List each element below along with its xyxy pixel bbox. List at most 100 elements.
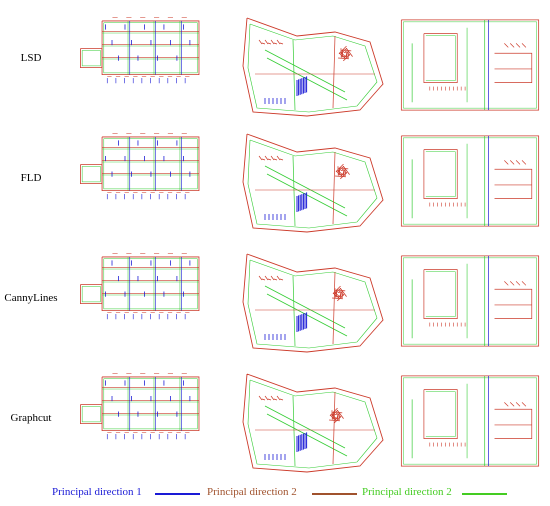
plan-drawing [242, 253, 384, 353]
plan-annex-inner [81, 406, 101, 423]
plan-noise [258, 395, 263, 401]
plan-noise [337, 294, 345, 302]
plan-noise [258, 155, 263, 161]
legend-label-direction-1: Principal direction 1 [52, 486, 142, 498]
plan-wall [292, 39, 296, 111]
row-label-cannylines: CannyLines [4, 292, 58, 304]
plan-noise [334, 295, 342, 298]
plan-noise [336, 289, 346, 292]
plan-room-inner [425, 391, 456, 437]
plan-drawing [80, 17, 200, 84]
plan-noise [338, 57, 349, 60]
plan-noise [329, 419, 340, 422]
plan-outline [242, 17, 384, 117]
plan-noise [344, 50, 351, 56]
plan-noise [279, 42, 284, 45]
plan-noise [258, 275, 263, 281]
plan-noise [264, 155, 269, 161]
plan-outline-inner [247, 23, 378, 113]
plan-outline-inner [103, 378, 198, 430]
plan-panel-floor-2 [66, 250, 216, 340]
plan-panel-floor-1 [66, 130, 216, 220]
plan-outline [400, 19, 540, 111]
plan-annex [80, 48, 103, 69]
plan-drawing [80, 373, 200, 440]
plan-noise [331, 417, 339, 420]
plan-outline [400, 255, 540, 347]
plan-drawing [400, 255, 540, 347]
plan-noise [264, 275, 269, 281]
legend: Principal direction 1 Principal directio… [0, 482, 550, 504]
plan-wall [292, 155, 296, 227]
plan-noise [273, 278, 278, 281]
plan-annex [80, 164, 103, 185]
plan-noise [504, 160, 509, 165]
plan-panel-rooms-0 [395, 14, 545, 116]
plan-drawing [80, 133, 200, 200]
plan-outline [242, 133, 384, 233]
plan-noise [261, 158, 266, 161]
plan-room-inner [425, 151, 456, 197]
plan-noise [258, 39, 263, 45]
plan-noise [336, 409, 344, 419]
plan-noise [509, 160, 515, 165]
plan-noise [338, 290, 345, 296]
plan-noise [509, 281, 515, 286]
plan-noise [521, 281, 527, 286]
plan-noise [337, 165, 345, 172]
plan-noise [521, 43, 527, 48]
plan-panel-perspective-2 [234, 250, 386, 354]
plan-noise [337, 173, 345, 176]
plan-annex [80, 404, 103, 425]
plan-outline-inner [247, 379, 378, 469]
plan-noise [340, 172, 348, 180]
plan-noise [276, 275, 281, 281]
plan-outline [101, 136, 200, 191]
plan-annex [80, 284, 103, 305]
plan-room [423, 149, 458, 199]
plan-room [494, 168, 533, 199]
plan-room [423, 389, 458, 439]
legend-line-direction-3 [462, 493, 507, 495]
plan-noise [515, 43, 521, 48]
plan-noise [270, 155, 275, 161]
plan-noise [267, 42, 272, 45]
plan-panel-floor-0 [66, 14, 216, 104]
plan-noise [504, 281, 509, 286]
plan-outline [101, 376, 200, 431]
plan-noise [264, 395, 269, 401]
plan-noise [521, 402, 527, 407]
plan-drawing [400, 375, 540, 467]
plan-panel-rooms-2 [395, 250, 545, 352]
plan-panel-floor-3 [66, 370, 216, 460]
legend-line-direction-1 [155, 493, 200, 495]
plan-room [423, 269, 458, 319]
plan-outline-inner [403, 137, 537, 225]
plan-wall [332, 35, 336, 109]
plan-outline-inner [247, 259, 378, 349]
plan-noise [267, 398, 272, 401]
plan-noise [515, 160, 521, 165]
plan-noise [339, 167, 349, 170]
plan-noise [342, 49, 352, 52]
plan-noise [276, 39, 281, 45]
plan-annex-inner [81, 286, 101, 303]
row-label-lsd: LSD [20, 52, 42, 64]
plan-noise [273, 158, 278, 161]
plan-drawing [242, 133, 384, 233]
plan-outline-inner [103, 22, 198, 74]
plan-noise [334, 416, 342, 424]
plan-drawing [242, 17, 384, 117]
plan-noise [279, 278, 284, 281]
plan-room [494, 52, 533, 83]
legend-line-direction-2 [312, 493, 357, 495]
legend-label-direction-2: Principal direction 2 [207, 486, 297, 498]
plan-outline-inner [103, 138, 198, 190]
plan-noise [335, 170, 343, 177]
plan-drawing [400, 19, 540, 111]
plan-noise [261, 278, 266, 281]
plan-wall [292, 395, 296, 467]
plan-noise [515, 281, 521, 286]
plan-drawing [242, 373, 384, 473]
plan-noise [333, 411, 343, 414]
